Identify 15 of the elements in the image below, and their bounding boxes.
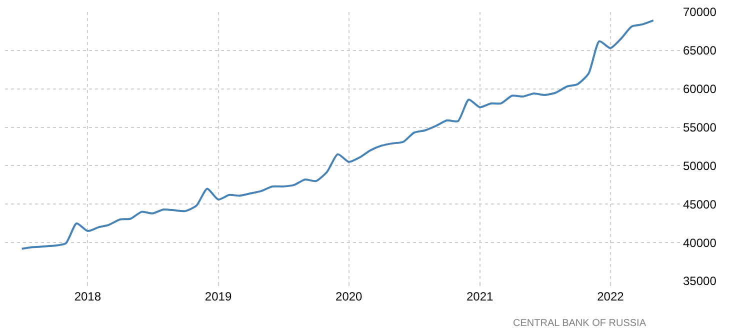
text: CENTRAL BANK OF RUSSIA	[513, 318, 646, 329]
x-tick-label: 2018	[74, 289, 102, 304]
y-tick-label: 45000	[683, 197, 717, 212]
y-tick-label: 60000	[683, 82, 717, 96]
y-tick-label: 55000	[683, 120, 717, 134]
y-tick-label: 35000	[683, 274, 717, 288]
line-series	[20, 19, 654, 250]
x-tick-label: 2019	[204, 289, 232, 304]
x-tick-label: 2021	[466, 289, 494, 304]
x-tick-label: 2020	[336, 289, 363, 304]
x-tick-label: 2022	[597, 289, 624, 304]
y-tick-label: 50000	[683, 158, 717, 173]
y-tick-label: 70000	[683, 5, 717, 20]
y-tick-label: 65000	[683, 44, 717, 58]
y-tick-label: 40000	[683, 236, 717, 250]
